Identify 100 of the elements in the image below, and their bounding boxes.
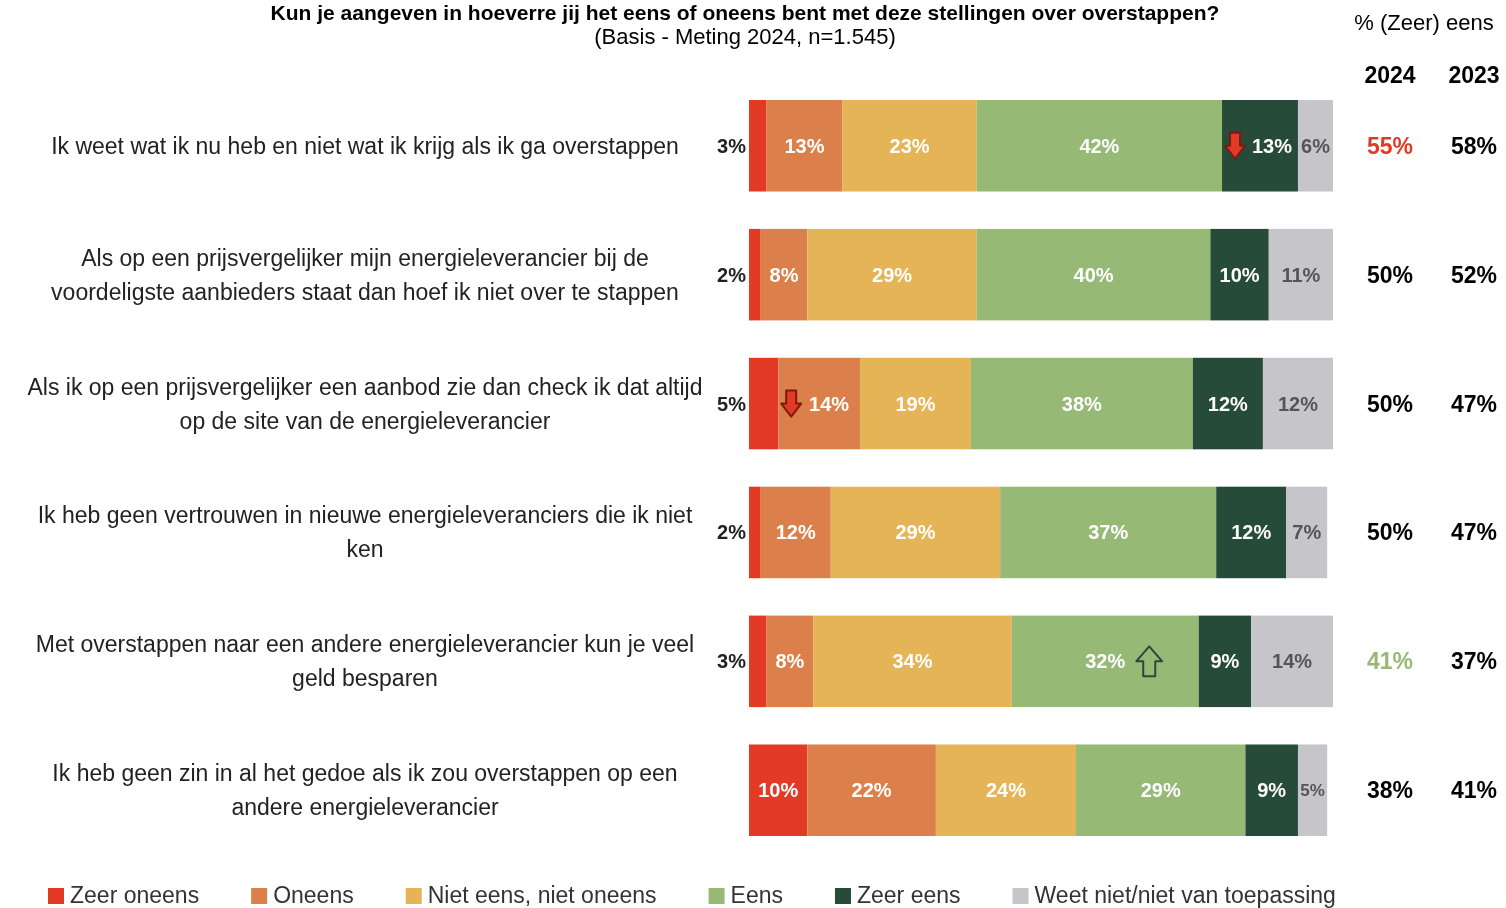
bar	[976, 100, 1223, 192]
bar	[1262, 357, 1333, 450]
text: 47%	[1450, 390, 1498, 417]
data-label: 10%	[758, 779, 799, 802]
text: 58%	[1450, 132, 1498, 159]
data-label: 7%	[1292, 521, 1322, 544]
data-label: 2%	[717, 263, 747, 286]
text: % (Zeer) eens	[1354, 10, 1494, 35]
data-label: 22%	[851, 779, 892, 802]
data-label: 3%	[717, 134, 747, 157]
chart-subtitle: (Basis - Meting 2024, n=1.545)	[594, 24, 896, 49]
text: 41%	[1366, 648, 1414, 675]
data-label: 12%	[1207, 392, 1249, 415]
bar	[1192, 357, 1263, 450]
data-label: 23%	[889, 134, 930, 157]
bar	[1297, 100, 1333, 192]
text: 2023	[1448, 62, 1500, 88]
y-tick-label: Ik heb geen vertrouwen in nieuwe energieleveranciers die ik niet ken	[37, 502, 693, 563]
data-label: 11%	[1281, 263, 1321, 286]
data-label: 19%	[895, 392, 936, 415]
data-label: 14%	[1272, 650, 1313, 673]
data-label: 40%	[1073, 263, 1114, 286]
bar	[1198, 615, 1252, 708]
data-label: 29%	[895, 521, 936, 544]
text: 52%	[1450, 261, 1498, 288]
bar	[1297, 744, 1328, 836]
bar	[749, 228, 761, 321]
bar	[1222, 100, 1298, 192]
bar	[1000, 486, 1217, 579]
bar	[766, 615, 814, 708]
y-tick-label: Ik weet wat ik nu heb en niet wat ik krijg als ik ga overstappen	[51, 132, 679, 159]
data-label: 12%	[1277, 392, 1319, 415]
text: 55%	[1366, 132, 1414, 159]
bar	[1251, 615, 1333, 708]
bar	[830, 486, 1001, 579]
data-label: 34%	[892, 650, 933, 673]
data-label: 12%	[775, 521, 816, 544]
data-label: 12%	[1231, 521, 1272, 544]
bar	[1286, 486, 1328, 579]
text: 50%	[1366, 390, 1414, 417]
text: 38%	[1366, 777, 1414, 804]
data-label: 42%	[1079, 134, 1120, 157]
bar	[935, 744, 1077, 836]
y-tick-label: Ik heb geen zin in al het gedoe als ik zou overstappen op een andere energieleverancier	[52, 760, 678, 821]
data-label: 8%	[769, 263, 799, 286]
bar	[760, 228, 808, 321]
data-label: 10%	[1219, 263, 1260, 286]
y-tick-label: Met overstappen naar een andere energieleverancier kun je veel geld besparen	[35, 631, 695, 692]
bar	[859, 357, 971, 450]
bar	[1011, 615, 1199, 708]
data-label: 24%	[985, 779, 1027, 802]
bar	[1210, 228, 1269, 321]
data-label: 14%	[809, 392, 850, 415]
data-label: 9%	[1210, 650, 1240, 673]
data-label: 5%	[1300, 781, 1325, 801]
chart-title: Kun je aangeven in hoeverre jij het eens of oneens bent met deze stellingen over overstappen?	[270, 1, 1220, 24]
data-label: 29%	[1140, 779, 1181, 802]
legend-label: Weet niet/niet van toepassing	[1034, 882, 1336, 908]
bar	[970, 357, 1193, 450]
data-label: 8%	[775, 650, 805, 673]
legend-label: Niet eens, niet oneens	[427, 882, 657, 908]
bar	[1268, 228, 1333, 321]
bar	[807, 744, 936, 836]
data-label: 32%	[1085, 650, 1126, 673]
legend-label: Zeer oneens	[70, 882, 200, 908]
data-label: 13%	[1251, 134, 1293, 157]
bar	[749, 100, 767, 192]
y-tick-label: Als op een prijsvergelijker mijn energieleverancier bij de voordeligste aanbieders staat dan hoef ik niet over te stappen	[51, 244, 679, 305]
data-label: 13%	[784, 134, 825, 157]
data-label: 9%	[1257, 779, 1287, 802]
bar	[778, 357, 860, 450]
bar	[1216, 486, 1287, 579]
text: 47%	[1450, 519, 1498, 546]
bar	[749, 615, 767, 708]
data-label: 5%	[717, 392, 747, 415]
data-label: 3%	[717, 650, 747, 673]
data-label: 38%	[1061, 392, 1103, 415]
bar	[842, 100, 977, 192]
data-label: 2%	[717, 521, 747, 544]
bar	[749, 744, 808, 836]
data-label: 6%	[1301, 134, 1331, 157]
bar	[760, 486, 831, 579]
bar	[813, 615, 1012, 708]
text: 50%	[1366, 519, 1414, 546]
text: 37%	[1450, 648, 1498, 675]
legend-label: Oneens	[273, 882, 354, 908]
data-label: 37%	[1088, 521, 1129, 544]
data-label: 29%	[872, 263, 913, 286]
legend-label: Eens	[730, 882, 784, 908]
text: 2024	[1364, 62, 1416, 88]
legend-label: Zeer eens	[857, 882, 961, 908]
text: 50%	[1366, 261, 1414, 288]
bar	[1076, 744, 1246, 836]
bar	[749, 486, 761, 579]
bar	[766, 100, 843, 192]
text: 41%	[1450, 777, 1498, 804]
bar	[807, 228, 977, 321]
bar	[1245, 744, 1298, 836]
y-tick-label: Als ik op een prijsvergelijker een aanbod zie dan check ik dat altijd op de site van de energieleverancier	[27, 373, 703, 434]
bar	[976, 228, 1211, 321]
